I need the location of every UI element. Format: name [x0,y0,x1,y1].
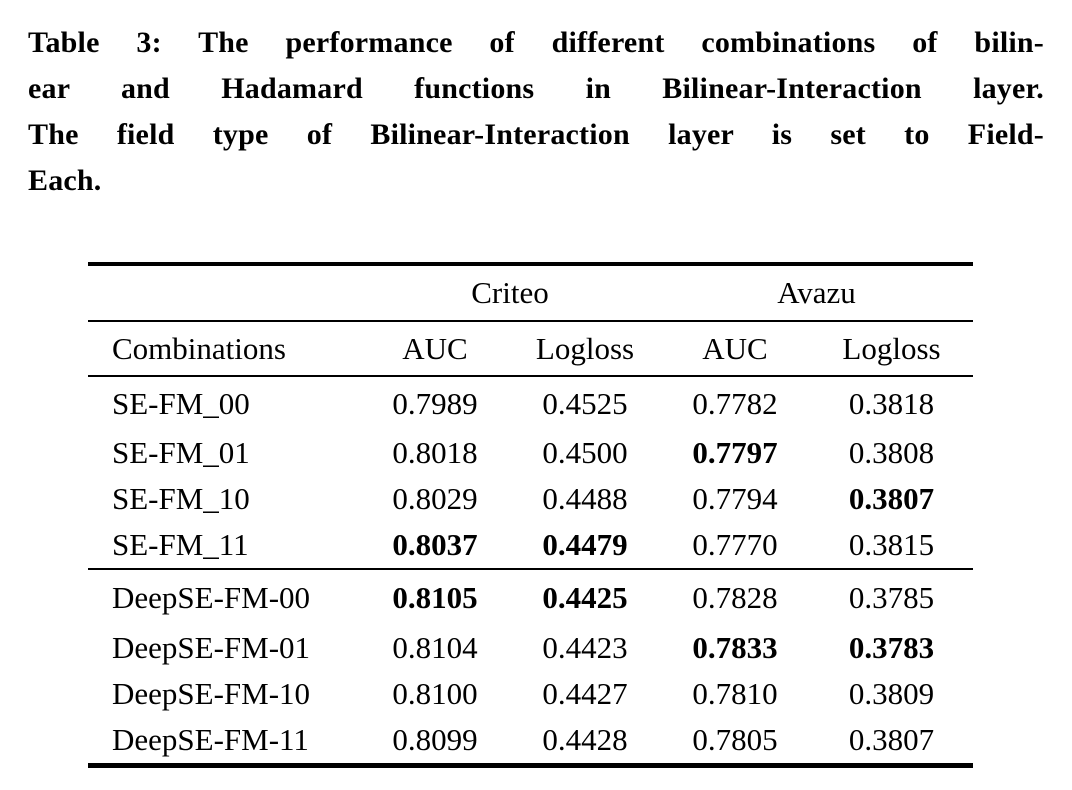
cell-criteo-auc: 0.8105 [392,579,478,615]
cell-criteo-logloss: 0.4428 [542,722,628,757]
cell-avazu-logloss: 0.3807 [848,722,935,757]
cell-avazu-auc: 0.7833 [692,630,778,665]
row-label: DeepSE-FM-00 [112,579,311,615]
row-label: DeepSE-FM-11 [112,722,309,757]
cell-avazu-logloss: 0.3783 [848,630,935,665]
table-row-se-fm-11: SE-FM_11 0.8037 0.4479 0.7770 0.3815 [88,522,974,570]
table-row-se-fm-01: SE-FM_01 0.8018 0.4500 0.7797 0.3808 [88,430,973,476]
caption-line-3: The field type of Bilinear-Interaction l… [28,118,1044,151]
table-row-deepse-fm-11: DeepSE-FM-11 0.8099 0.4428 0.7805 0.3807 [88,717,973,763]
cell-avazu-auc: 0.7782 [692,385,778,421]
cell-criteo-logloss: 0.4500 [542,435,628,470]
group-header-spacer [88,266,360,322]
row-label: SE-FM_10 [112,481,250,516]
row-label: SE-FM_00 [112,385,250,421]
cell-criteo-auc: 0.8029 [392,481,478,516]
caption-line-2: ear and Hadamard functions in Bilinear-I… [28,72,1044,105]
cell-avazu-logloss: 0.3815 [810,522,974,570]
cell-criteo-logloss: 0.4525 [542,385,628,421]
cell-criteo-auc: 0.8037 [360,522,510,570]
table-row-deepse-fm-01: DeepSE-FM-01 0.8104 0.4423 0.7833 0.3783 [88,625,973,671]
cell-criteo-logloss: 0.4425 [542,579,628,615]
col-header-avazu-logloss: Logloss [810,322,974,377]
cell-avazu-auc: 0.7797 [692,435,778,470]
col-header-criteo-auc: AUC [360,322,510,377]
cell-criteo-logloss: 0.4479 [510,522,660,570]
column-header-row: Combinations AUC Logloss AUC Logloss [88,322,974,377]
table-row-deepse-fm-10: DeepSE-FM-10 0.8100 0.4427 0.7810 0.3809 [88,671,973,717]
col-header-criteo-logloss: Logloss [510,322,660,377]
col-header-avazu-auc: AUC [660,322,810,377]
cell-avazu-auc: 0.7770 [660,522,810,570]
group-header-criteo: Criteo [360,266,660,322]
cell-criteo-auc: 0.8018 [392,435,478,470]
group-header-row: Criteo Avazu [88,266,974,322]
row-label: DeepSE-FM-01 [112,630,311,665]
cell-criteo-auc: 0.7989 [392,385,478,421]
row-label: SE-FM_11 [88,522,360,570]
cell-avazu-logloss: 0.3807 [848,481,935,516]
row-label: SE-FM_01 [112,435,250,470]
cell-avazu-auc: 0.7810 [692,676,778,711]
results-table-container: Criteo Avazu Combinations AUC Logloss AU… [88,262,974,768]
table-row-se-fm-10: SE-FM_10 0.8029 0.4488 0.7794 0.3807 [88,476,973,522]
cell-avazu-logloss: 0.3809 [848,676,935,711]
cell-avazu-auc: 0.7805 [692,722,778,757]
cell-criteo-auc: 0.8100 [392,676,478,711]
table-row-se-fm-00: SE-FM_00 0.7989 0.4525 0.7782 0.3818 [88,377,973,430]
cell-avazu-logloss: 0.3818 [848,385,935,421]
cell-criteo-auc: 0.8104 [392,630,478,665]
cell-criteo-auc: 0.8099 [392,722,478,757]
cell-avazu-auc: 0.7794 [692,481,778,516]
col-header-combinations: Combinations [88,322,360,377]
caption-line-1: Table 3: The performance of different co… [28,26,1044,59]
cell-criteo-logloss: 0.4423 [542,630,628,665]
cell-criteo-logloss: 0.4427 [542,676,628,711]
cell-avazu-auc: 0.7828 [692,579,778,615]
results-table: Criteo Avazu Combinations AUC Logloss AU… [88,262,974,768]
cell-avazu-logloss: 0.3785 [848,579,935,615]
cell-criteo-logloss: 0.4488 [542,481,628,516]
table-row-deepse-fm-00: DeepSE-FM-00 0.8105 0.4425 0.7828 0.3785 [88,570,973,625]
cell-avazu-logloss: 0.3808 [848,435,935,470]
table-caption: Table 3: The performance of different co… [28,20,1044,204]
group-header-avazu: Avazu [660,266,974,322]
caption-line-4: Each. [28,164,102,197]
row-label: DeepSE-FM-10 [112,676,311,711]
